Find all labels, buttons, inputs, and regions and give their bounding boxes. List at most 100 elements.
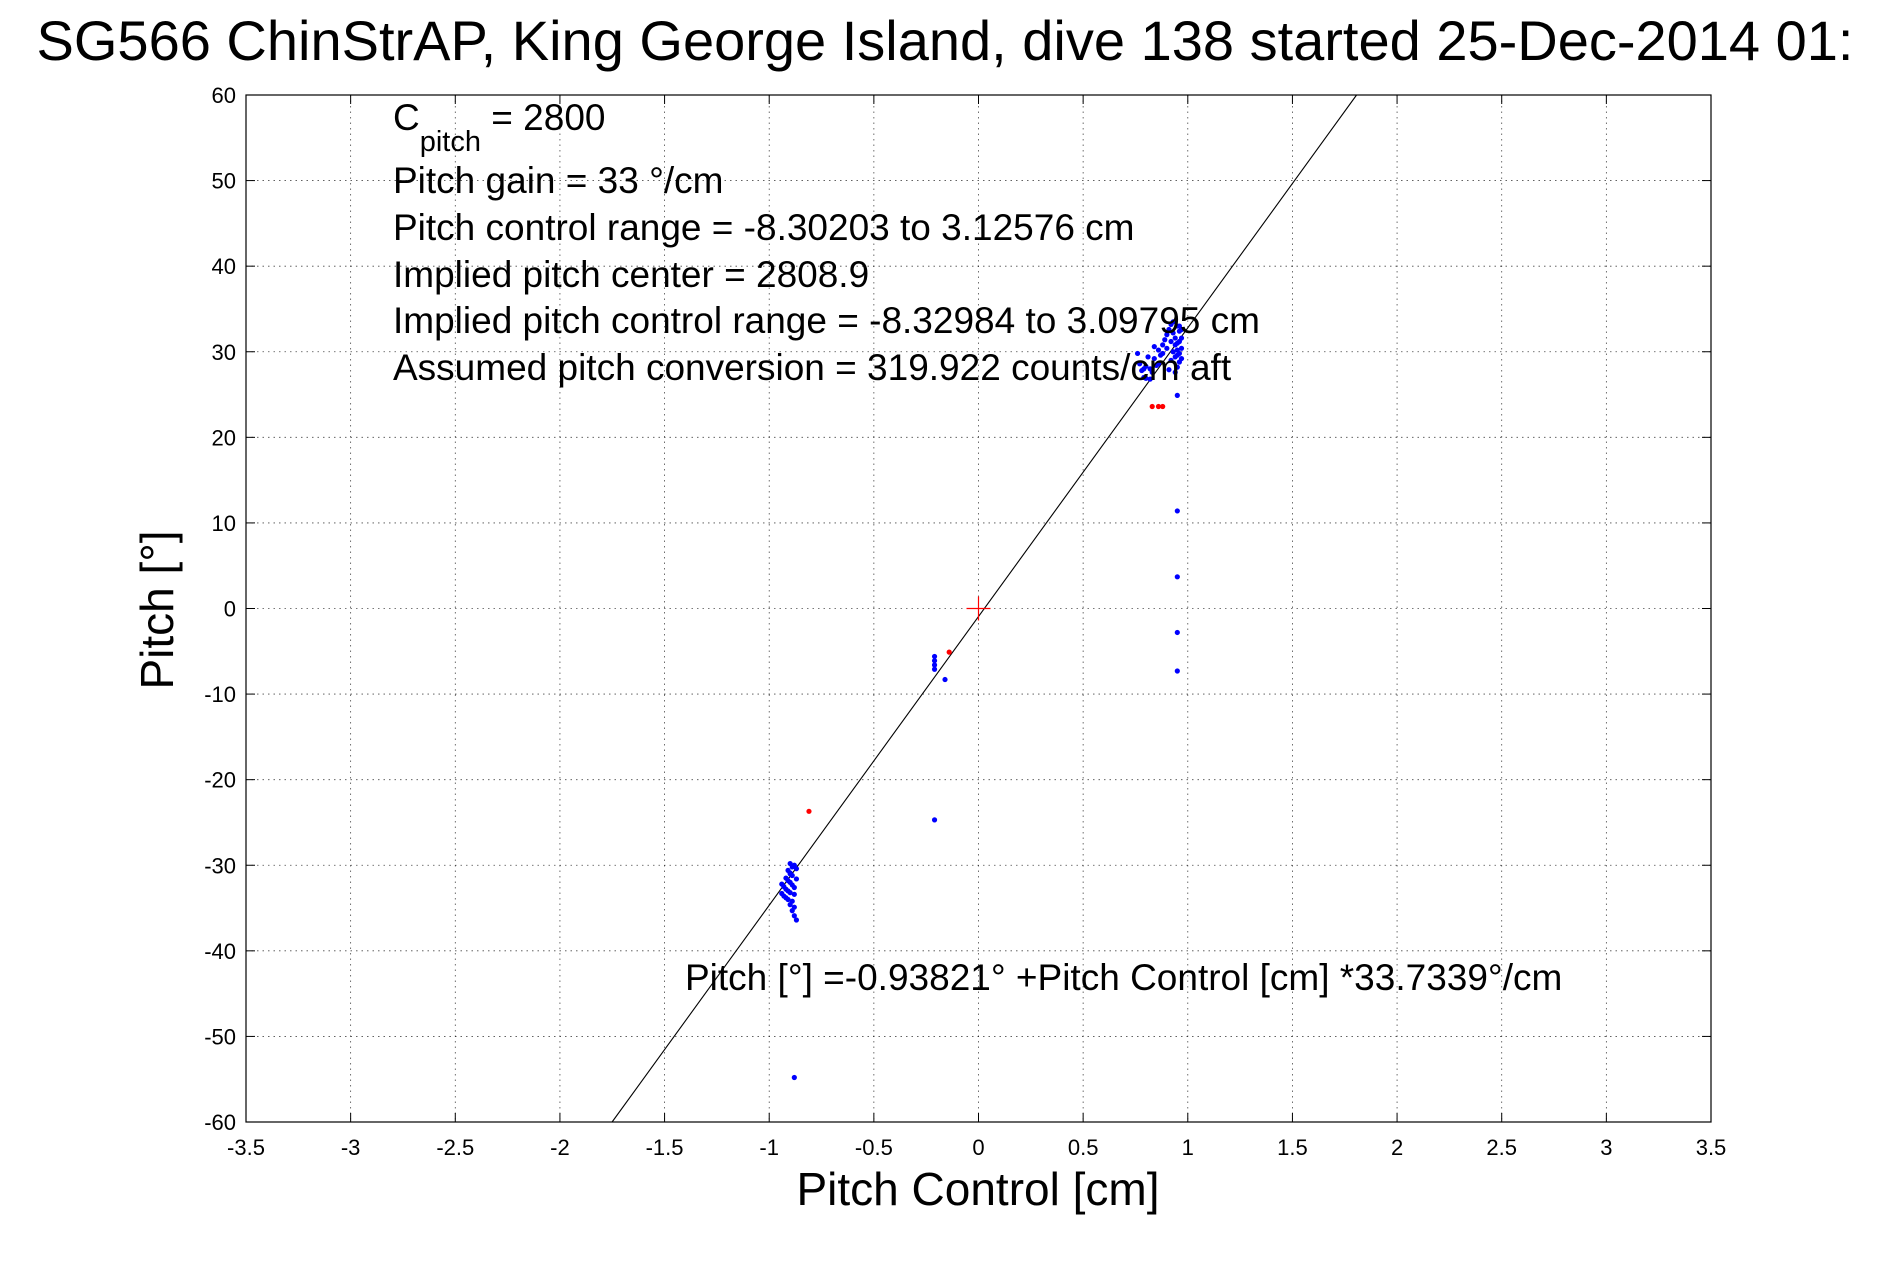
data-point <box>931 658 938 664</box>
annotation-pitch-gain: Pitch gain = 33 °/cm <box>393 160 724 201</box>
data-point <box>1178 326 1185 333</box>
data-point <box>785 896 791 903</box>
data-point <box>1151 355 1157 362</box>
data-point <box>931 662 938 668</box>
annotation-cpitch-sub: pitch <box>420 126 481 158</box>
data-point <box>1174 508 1180 514</box>
annotation-cpitch-value: = 2800 <box>481 97 605 138</box>
data-point <box>779 890 785 897</box>
annotation-block: Cpitch = 2800 Pitch gain = 33 °/cm Pitch… <box>393 97 1260 388</box>
x-tick-label: -1.5 <box>646 1135 684 1160</box>
x-tick-label: 0.5 <box>1068 1135 1099 1160</box>
x-axis-label: Pitch Control [cm] <box>797 1163 1160 1215</box>
x-tick-label: -1 <box>759 1135 779 1160</box>
data-point <box>793 876 800 882</box>
data-point <box>1166 326 1172 333</box>
data-point <box>779 881 785 887</box>
chart-title: SG566 ChinStrAP, King George Island, div… <box>36 9 1854 72</box>
y-tick-label: 50 <box>212 169 236 194</box>
x-tick-label: 3.5 <box>1696 1135 1727 1160</box>
x-tick-label: 0 <box>972 1135 984 1160</box>
data-point <box>1137 361 1143 367</box>
data-point <box>793 866 800 872</box>
data-point <box>1145 354 1151 360</box>
data-point <box>1174 364 1180 370</box>
data-point <box>787 902 793 908</box>
fit-equation: Pitch [°] =-0.93821° +Pitch Control [cm]… <box>685 957 1562 998</box>
y-tick-label: -60 <box>204 1110 236 1135</box>
data-point <box>791 891 797 897</box>
y-axis-label: Pitch [°] <box>131 530 183 689</box>
data-point <box>1170 319 1176 325</box>
y-tick-label: 60 <box>212 83 236 108</box>
center-marker-layer <box>966 596 991 621</box>
data-point <box>931 817 938 823</box>
x-tick-label: 1.5 <box>1277 1135 1308 1160</box>
data-point <box>806 808 812 814</box>
data-point <box>1147 376 1153 382</box>
x-tick-labels: -3.5 -3 -2.5 -2 -1.5 -1 -0.5 0 0.5 1 1.5 2 2.5 3 3.5 <box>227 1135 1726 1160</box>
data-point <box>789 908 795 914</box>
annotation-implied-pitch-control-range: Implied pitch control range = -8.32984 t… <box>393 300 1260 341</box>
data-point <box>793 917 800 923</box>
data-point <box>1155 403 1162 410</box>
data-point <box>931 666 938 672</box>
data-point <box>791 1074 797 1081</box>
data-point <box>791 913 797 919</box>
y-tick-labels: 60 50 40 30 20 10 0 -10 -20 -30 -40 -50 -60 <box>204 83 236 1135</box>
data-point <box>1155 361 1162 367</box>
data-point <box>1160 350 1166 357</box>
x-tick-label: 1 <box>1182 1135 1194 1160</box>
x-tick-label: -2 <box>550 1135 570 1160</box>
data-point <box>1172 342 1178 348</box>
data-point <box>1160 403 1166 410</box>
y-tick-label: 10 <box>212 511 236 536</box>
y-tick-label: 20 <box>212 425 236 450</box>
data-point <box>1174 668 1180 674</box>
data-point <box>787 870 793 876</box>
annotation-cpitch: Cpitch = 2800 <box>393 97 605 158</box>
y-tick-label: -20 <box>204 768 236 793</box>
x-tick-label: 2 <box>1391 1135 1403 1160</box>
data-point <box>1174 574 1180 580</box>
axis-ticks <box>245 94 1712 1123</box>
data-point <box>1170 330 1176 336</box>
data-point <box>1166 367 1172 373</box>
data-point <box>1172 335 1178 341</box>
data-point <box>1151 344 1157 350</box>
scatter-points <box>779 319 1185 1081</box>
data-point <box>1141 366 1147 372</box>
data-point <box>1143 375 1149 381</box>
data-point <box>931 653 938 660</box>
data-point <box>1178 345 1185 351</box>
data-point <box>787 890 793 896</box>
data-point <box>1160 342 1166 348</box>
data-point <box>946 649 952 655</box>
data-point <box>1134 350 1141 357</box>
data-point <box>1162 337 1168 343</box>
data-point <box>1168 338 1174 345</box>
data-point <box>1149 369 1155 375</box>
data-point <box>1174 392 1180 398</box>
y-tick-label: 30 <box>212 340 236 365</box>
data-point <box>1164 345 1170 351</box>
data-point <box>791 884 797 891</box>
data-point <box>1155 347 1162 353</box>
data-point <box>1174 352 1180 358</box>
x-tick-label: -3 <box>341 1135 361 1160</box>
data-point <box>1178 355 1185 362</box>
y-tick-label: -10 <box>204 682 236 707</box>
data-point <box>1164 332 1170 338</box>
y-tick-label: 0 <box>224 597 236 622</box>
data-point <box>1168 357 1174 363</box>
x-tick-label: 3 <box>1600 1135 1612 1160</box>
y-tick-label: -40 <box>204 939 236 964</box>
data-point <box>1170 349 1176 355</box>
annotation-cpitch-main: C <box>393 97 420 138</box>
y-tick-label: -50 <box>204 1024 236 1049</box>
annotation-pitch-control-range: Pitch control range = -8.30203 to 3.1257… <box>393 207 1135 248</box>
x-tick-label: -3.5 <box>227 1135 265 1160</box>
annotation-assumed-pitch-conversion: Assumed pitch conversion = 319.922 count… <box>393 347 1232 388</box>
y-tick-label: 40 <box>212 254 236 279</box>
